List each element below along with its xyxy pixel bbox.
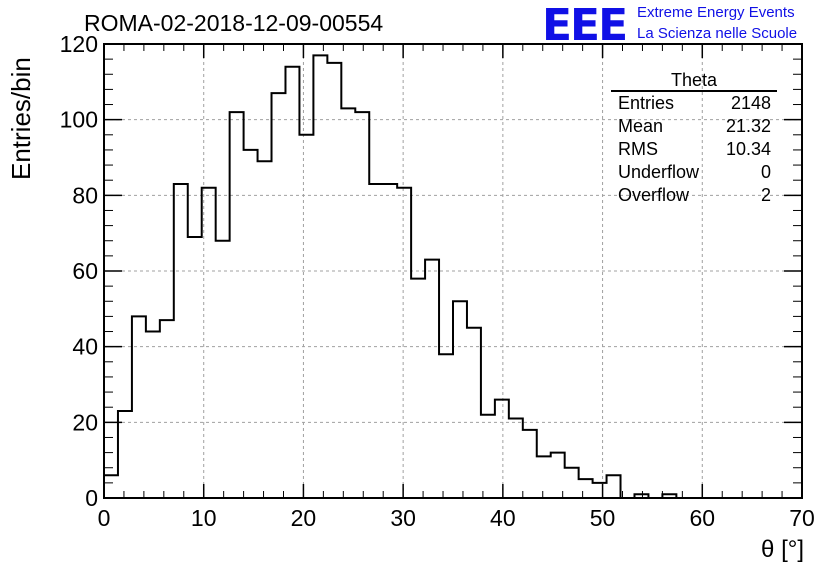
stats-row-overflow: Overflow 2 — [611, 184, 777, 207]
stats-value: 2 — [760, 185, 771, 205]
logo-line-2: La Scienza nelle Scuole — [637, 25, 798, 42]
stats-label: Entries — [618, 93, 675, 113]
y-axis-label: Entries/bin — [6, 57, 36, 180]
histogram-series — [103, 54, 802, 499]
stats-row-entries: Entries 2148 — [611, 92, 777, 115]
run-title: ROMA-02-2018-12-09-00554 — [84, 10, 384, 36]
axis-ticks — [103, 43, 803, 499]
stats-row-rms: RMS 10.34 — [611, 138, 777, 161]
x-tick-label: 10 — [191, 505, 217, 531]
x-tick-label: 20 — [291, 505, 317, 531]
x-tick-label: 60 — [689, 505, 715, 531]
y-tick-label: 0 — [85, 485, 98, 511]
stats-title: Theta — [611, 70, 777, 92]
y-tick-label: 100 — [60, 107, 98, 133]
stats-row-underflow: Underflow 0 — [611, 161, 777, 184]
stats-row-mean: Mean 21.32 — [611, 115, 777, 138]
eee-logo: EEE — [542, 0, 628, 51]
logo-line-1: Extreme Energy Events — [637, 4, 795, 21]
y-tick-label: 80 — [72, 182, 98, 208]
x-tick-label: 50 — [590, 505, 616, 531]
plot-frame — [103, 43, 803, 499]
stats-label: Mean — [618, 116, 664, 136]
stats-label: RMS — [618, 139, 658, 159]
x-tick-label: 30 — [390, 505, 416, 531]
x-axis-label: θ [°] — [761, 536, 804, 563]
y-tick-label: 60 — [72, 258, 98, 284]
stats-value: 2148 — [730, 93, 771, 113]
stats-label: Underflow — [618, 162, 700, 182]
y-tick-label: 40 — [72, 334, 98, 360]
y-tick-label: 120 — [60, 31, 98, 57]
stats-label: Overflow — [618, 185, 690, 205]
stats-value: 0 — [760, 162, 771, 182]
stats-value: 10.34 — [725, 139, 771, 159]
x-tick-label: 0 — [98, 505, 111, 531]
y-tick-label: 20 — [72, 409, 98, 435]
stats-value: 21.32 — [725, 116, 771, 136]
stats-box: Theta Entries 2148 Mean 21.32 RMS 10.34 … — [611, 70, 777, 207]
x-tick-label: 70 — [789, 505, 815, 531]
x-tick-label: 40 — [490, 505, 516, 531]
